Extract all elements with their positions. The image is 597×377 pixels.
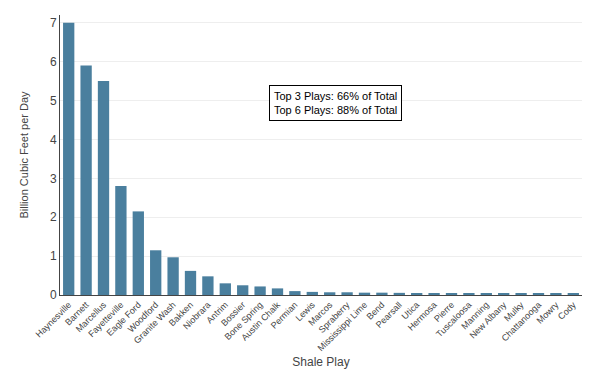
svg-text:Marcos: Marcos [306, 299, 334, 327]
svg-text:Pearsall: Pearsall [374, 300, 404, 330]
svg-text:Billion Cubic Feet per Day: Billion Cubic Feet per Day [18, 91, 30, 219]
svg-text:Niobrara: Niobrara [181, 300, 212, 331]
svg-text:Bone Spring: Bone Spring [223, 300, 265, 342]
svg-text:Hermosa: Hermosa [406, 300, 439, 333]
svg-text:Bend: Bend [365, 300, 387, 322]
svg-text:Antrim: Antrim [204, 300, 229, 325]
svg-text:3: 3 [50, 172, 57, 186]
svg-text:4: 4 [50, 133, 57, 147]
svg-text:Austin Chalk: Austin Chalk [239, 299, 282, 342]
svg-text:Pierre: Pierre [432, 300, 456, 324]
svg-text:Mowry: Mowry [535, 299, 561, 325]
svg-text:6: 6 [50, 55, 57, 69]
svg-text:Granite Wash: Granite Wash [132, 300, 178, 346]
svg-text:Permian: Permian [269, 300, 300, 331]
svg-text:Bossier: Bossier [219, 300, 247, 328]
svg-text:Cody: Cody [556, 299, 578, 321]
svg-text:Woodford: Woodford [126, 300, 161, 335]
svg-text:5: 5 [50, 94, 57, 108]
svg-text:2: 2 [50, 210, 57, 224]
svg-text:Tuscaloosa: Tuscaloosa [434, 300, 473, 339]
svg-text:1: 1 [50, 249, 57, 263]
svg-text:0: 0 [50, 288, 57, 302]
svg-text:Haynesville: Haynesville [34, 300, 74, 340]
svg-text:Fayetteville: Fayetteville [86, 300, 125, 339]
svg-text:Shale Play: Shale Play [292, 355, 349, 369]
svg-text:7: 7 [50, 16, 57, 30]
svg-text:New Albany: New Albany [468, 299, 509, 340]
svg-text:Marcellus: Marcellus [74, 299, 109, 334]
svg-text:Chattanooga: Chattanooga [500, 300, 544, 344]
svg-text:Eagle Ford: Eagle Ford [105, 300, 143, 338]
svg-text:Bakken: Bakken [167, 300, 195, 328]
svg-text:Barnett: Barnett [63, 299, 91, 327]
svg-text:Mulky: Mulky [502, 299, 526, 323]
svg-text:Spraberry: Spraberry [317, 299, 352, 334]
svg-text:Lewis: Lewis [294, 299, 318, 323]
svg-text:Utica: Utica [400, 300, 422, 322]
svg-text:Mississippi Lime: Mississippi Lime [316, 300, 369, 353]
svg-text:Manning: Manning [459, 300, 490, 331]
svg-text:Top 3 Plays: 66% of TotalTop 6: Top 3 Plays: 66% of TotalTop 6 Plays: 88… [274, 90, 397, 116]
